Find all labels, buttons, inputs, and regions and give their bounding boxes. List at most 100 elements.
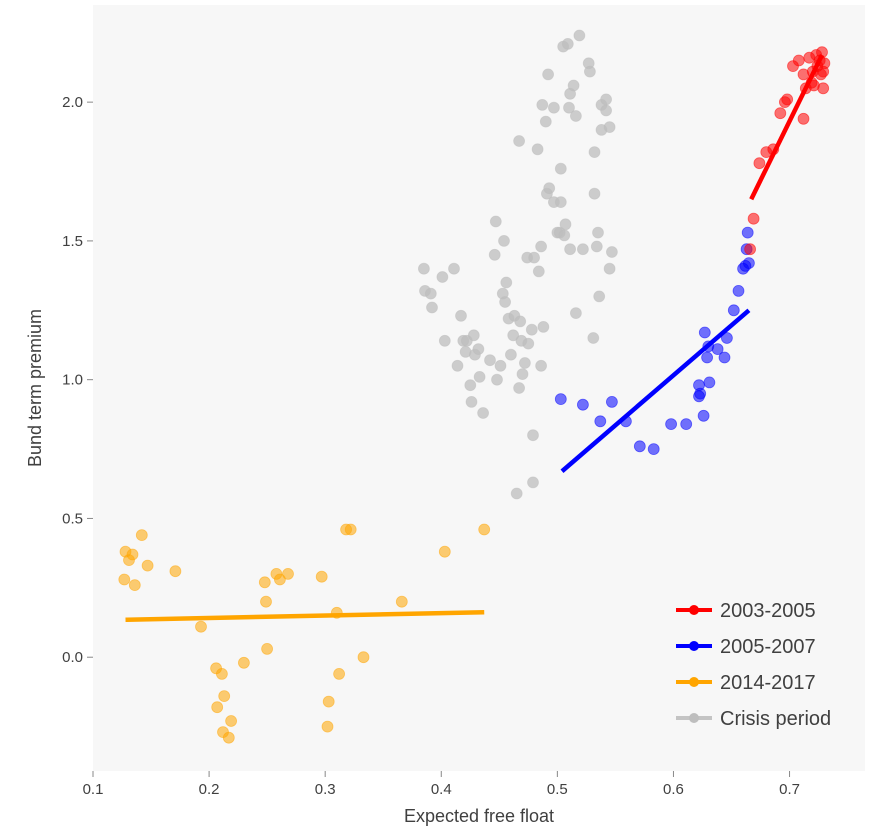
point-crisis-period bbox=[522, 337, 535, 350]
point-2003-2005 bbox=[792, 54, 805, 67]
point-2014-2017 bbox=[344, 523, 357, 536]
x-axis-title: Expected free float bbox=[404, 806, 554, 826]
point-crisis-period bbox=[525, 323, 538, 336]
point-2014-2017 bbox=[225, 715, 238, 727]
y-axis: 0.0 0.5 1.0 1.5 2.0 bbox=[62, 94, 93, 666]
point-crisis-period bbox=[600, 104, 612, 117]
x-tick-label: 0.2 bbox=[199, 781, 220, 798]
x-tick-label: 0.6 bbox=[663, 781, 684, 798]
legend: 2003-2005 2005-2007 2014-2017 Crisis period bbox=[676, 600, 831, 730]
point-2014-2017 bbox=[315, 570, 328, 583]
point-crisis-period bbox=[531, 143, 544, 156]
point-crisis-period bbox=[543, 182, 556, 195]
point-2014-2017 bbox=[126, 548, 139, 561]
point-2014-2017 bbox=[211, 701, 224, 714]
point-2005-2007 bbox=[727, 304, 740, 317]
y-axis-title: Bund term premium bbox=[25, 309, 45, 467]
point-crisis-period bbox=[455, 309, 467, 322]
point-crisis-period bbox=[554, 196, 567, 209]
fit-line-2005-2007 bbox=[560, 308, 751, 473]
point-2014-2017 bbox=[260, 595, 272, 608]
point-crisis-period bbox=[536, 99, 549, 111]
point-crisis-period bbox=[489, 215, 502, 228]
point-2003-2005 bbox=[747, 212, 760, 225]
point-crisis-period bbox=[606, 246, 618, 258]
point-crisis-period bbox=[448, 262, 460, 275]
point-crisis-period bbox=[564, 243, 576, 256]
point-2005-2007 bbox=[594, 415, 607, 428]
point-2003-2005 bbox=[817, 82, 830, 95]
point-crisis-period bbox=[542, 68, 554, 81]
point-crisis-period bbox=[451, 359, 464, 372]
point-2014-2017 bbox=[258, 576, 271, 589]
point-crisis-period bbox=[593, 290, 606, 303]
points-layer bbox=[118, 29, 831, 744]
point-crisis-period bbox=[467, 329, 480, 342]
point-2005-2007 bbox=[718, 351, 731, 364]
point-2014-2017 bbox=[322, 695, 335, 708]
point-crisis-period bbox=[516, 368, 529, 381]
legend-marker-crisis-period bbox=[689, 713, 699, 723]
point-2003-2005 bbox=[774, 107, 787, 120]
legend-label-2014-2017: 2014-2017 bbox=[720, 672, 816, 694]
point-crisis-period bbox=[537, 320, 550, 333]
point-2005-2007 bbox=[703, 376, 716, 389]
x-tick-label: 0.7 bbox=[779, 781, 800, 798]
point-2005-2007 bbox=[698, 326, 711, 339]
y-tick-label: 0.5 bbox=[62, 510, 83, 527]
point-2014-2017 bbox=[478, 523, 491, 536]
point-2014-2017 bbox=[222, 731, 235, 744]
legend-marker-2003-2005 bbox=[689, 605, 699, 615]
point-crisis-period bbox=[600, 93, 612, 106]
point-2014-2017 bbox=[169, 565, 182, 578]
point-2005-2007 bbox=[694, 387, 707, 400]
point-crisis-period bbox=[528, 251, 540, 264]
point-crisis-period bbox=[464, 379, 477, 392]
point-crisis-period bbox=[535, 359, 547, 372]
point-crisis-period bbox=[519, 357, 531, 369]
point-crisis-period bbox=[426, 301, 438, 314]
point-2005-2007 bbox=[606, 395, 618, 408]
y-tick-label: 0.0 bbox=[62, 649, 83, 666]
point-crisis-period bbox=[561, 38, 574, 50]
point-crisis-period bbox=[603, 121, 616, 133]
point-2014-2017 bbox=[118, 573, 131, 586]
x-axis: 0.1 0.2 0.3 0.4 0.5 0.6 0.7 bbox=[83, 771, 800, 798]
point-crisis-period bbox=[584, 65, 596, 78]
point-crisis-period bbox=[491, 373, 503, 386]
point-crisis-period bbox=[473, 370, 486, 383]
point-2014-2017 bbox=[333, 668, 346, 680]
point-crisis-period bbox=[570, 110, 582, 122]
point-2005-2007 bbox=[701, 351, 713, 364]
point-crisis-period bbox=[417, 262, 430, 275]
x-tick-label: 0.4 bbox=[431, 781, 452, 798]
point-crisis-period bbox=[436, 271, 449, 283]
point-crisis-period bbox=[567, 79, 580, 92]
fit-line-2003-2005 bbox=[749, 53, 825, 201]
point-2014-2017 bbox=[218, 690, 231, 702]
point-crisis-period bbox=[507, 329, 520, 342]
point-2014-2017 bbox=[438, 545, 451, 558]
point-crisis-period bbox=[588, 187, 601, 200]
point-crisis-period bbox=[570, 307, 582, 320]
point-crisis-period bbox=[513, 135, 525, 147]
point-2014-2017 bbox=[195, 620, 207, 633]
point-crisis-period bbox=[477, 407, 490, 419]
point-crisis-period bbox=[499, 296, 512, 308]
point-2005-2007 bbox=[711, 343, 724, 356]
point-crisis-period bbox=[548, 101, 560, 114]
point-2005-2007 bbox=[743, 257, 755, 270]
fit-line-2014-2017 bbox=[125, 609, 485, 622]
point-crisis-period bbox=[539, 115, 552, 128]
fit-lines-layer bbox=[125, 53, 825, 622]
point-2014-2017 bbox=[215, 668, 228, 680]
point-crisis-period bbox=[504, 348, 517, 361]
point-crisis-period bbox=[465, 395, 478, 408]
point-crisis-period bbox=[424, 287, 437, 300]
point-2014-2017 bbox=[261, 643, 274, 655]
point-crisis-period bbox=[559, 218, 572, 231]
point-crisis-period bbox=[527, 429, 539, 442]
point-2005-2007 bbox=[732, 284, 745, 297]
point-2005-2007 bbox=[647, 443, 660, 456]
